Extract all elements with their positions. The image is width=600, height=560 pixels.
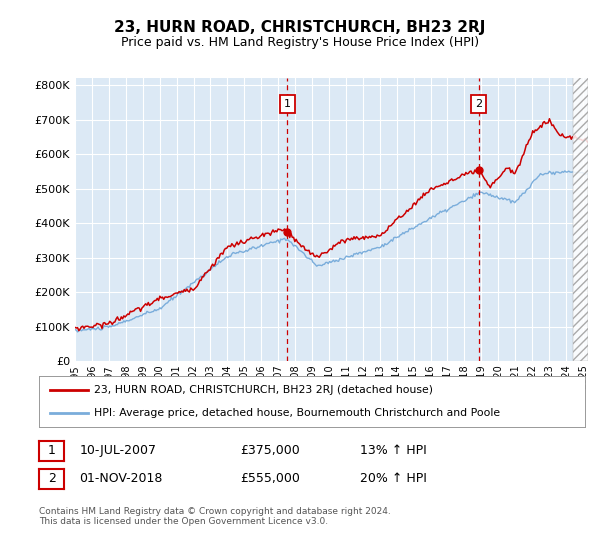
Text: 2: 2 <box>475 99 482 109</box>
Text: 01-NOV-2018: 01-NOV-2018 <box>79 472 163 486</box>
Text: £555,000: £555,000 <box>240 472 300 486</box>
Text: 23, HURN ROAD, CHRISTCHURCH, BH23 2RJ: 23, HURN ROAD, CHRISTCHURCH, BH23 2RJ <box>115 20 485 35</box>
Text: 2: 2 <box>47 472 56 486</box>
Text: Price paid vs. HM Land Registry's House Price Index (HPI): Price paid vs. HM Land Registry's House … <box>121 36 479 49</box>
Text: 1: 1 <box>47 444 56 458</box>
Text: HPI: Average price, detached house, Bournemouth Christchurch and Poole: HPI: Average price, detached house, Bour… <box>94 408 500 418</box>
Text: 20% ↑ HPI: 20% ↑ HPI <box>360 472 427 486</box>
Text: 1: 1 <box>284 99 290 109</box>
Text: 23, HURN ROAD, CHRISTCHURCH, BH23 2RJ (detached house): 23, HURN ROAD, CHRISTCHURCH, BH23 2RJ (d… <box>94 385 433 395</box>
Text: 13% ↑ HPI: 13% ↑ HPI <box>360 444 427 458</box>
Text: £375,000: £375,000 <box>240 444 300 458</box>
Text: 10-JUL-2007: 10-JUL-2007 <box>79 444 156 458</box>
Text: Contains HM Land Registry data © Crown copyright and database right 2024.
This d: Contains HM Land Registry data © Crown c… <box>39 507 391 526</box>
